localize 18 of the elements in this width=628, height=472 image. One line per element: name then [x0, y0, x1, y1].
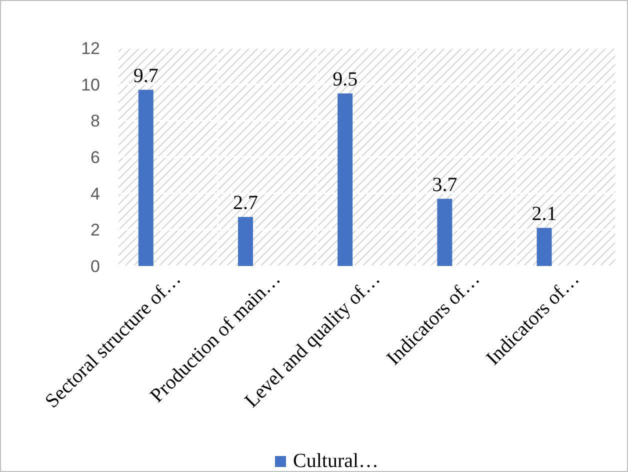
data-label: 9.5: [332, 68, 358, 90]
y-tick-label: 2: [90, 220, 100, 240]
y-tick-label: 6: [90, 148, 100, 167]
bar: [238, 216, 253, 266]
bar: [338, 93, 353, 266]
y-tick-label: 4: [90, 184, 100, 204]
data-label: 3.7: [432, 174, 458, 196]
data-label: 2.7: [232, 192, 258, 214]
y-tick-label: 12: [81, 38, 100, 58]
y-tick-label: 0: [90, 256, 100, 276]
bar: [536, 228, 552, 266]
data-label: 2.1: [532, 202, 557, 225]
data-label: 9.7: [133, 64, 158, 87]
bar: [437, 198, 452, 266]
y-tick-label: 10: [81, 75, 100, 94]
y-tick-label: 8: [90, 112, 100, 131]
bar: [138, 90, 154, 266]
legend-label: Cultural…: [293, 450, 379, 472]
